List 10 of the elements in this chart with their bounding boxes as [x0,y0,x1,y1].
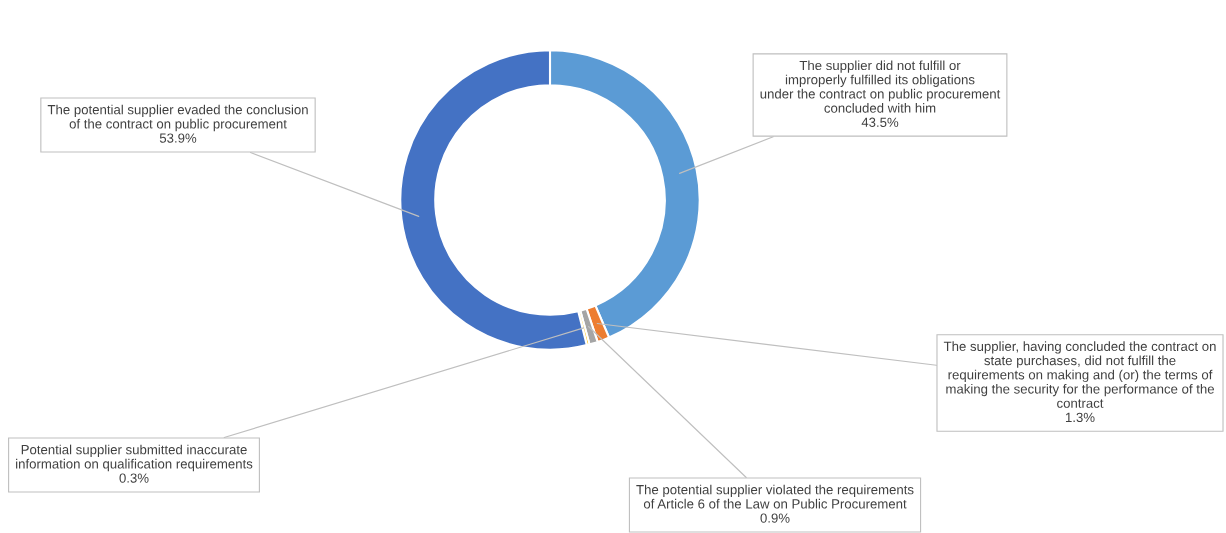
slice-label: The supplier, having concluded the contract on state purchases, did not fulfill the requirements on making and (or) the terms of making the security for the performance of the contract [943,341,1216,408]
data-label: 43.5% [861,117,899,127]
data-label: 1.3% [1065,412,1095,423]
slice-label: The supplier did not fulfill or improperly fulfilled its obligations under the contract on public procurement concluded with him [760,60,1001,113]
slice-label: Potential supplier submitted inaccurate information on qualification requirements [16,444,253,472]
data-label: 0.9% [760,513,790,523]
slice-label: The potential supplier violated the requirements of Article 6 of the Law on Public Procurement [636,484,914,509]
data-label: 0.3% [119,473,149,483]
slice-label: The potential supplier evaded the conclusion of the contract on public procurement [47,104,308,132]
data-label: 53.9% [159,133,197,143]
